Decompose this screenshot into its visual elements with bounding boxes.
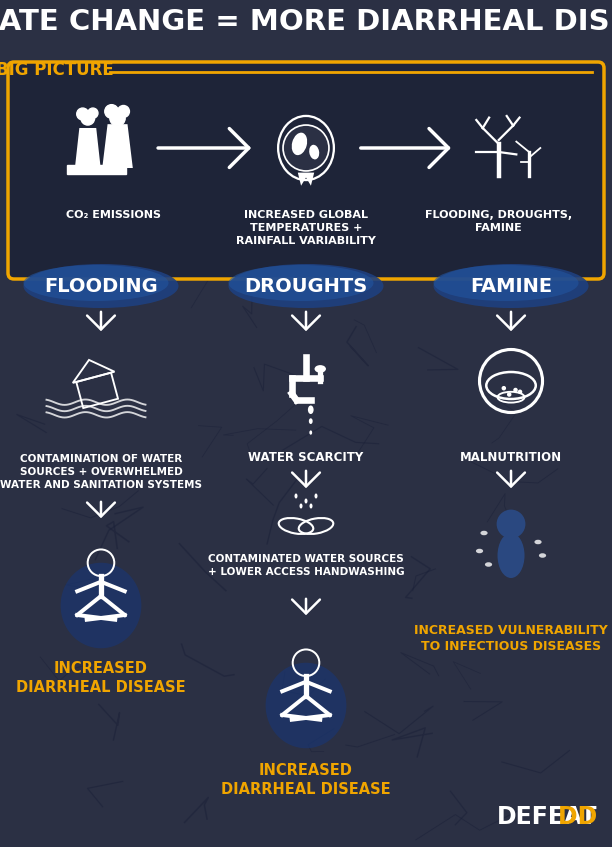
Text: CONTAMINATED WATER SOURCES
+ LOWER ACCESS HANDWASHING: CONTAMINATED WATER SOURCES + LOWER ACCES… [207,554,405,577]
Text: CLIMATE CHANGE = MORE DIARRHEAL DISEASE: CLIMATE CHANGE = MORE DIARRHEAL DISEASE [0,8,612,36]
Circle shape [81,112,95,125]
Ellipse shape [433,264,589,308]
Text: CONTAMINATION OF WATER
SOURCES + OVERWHELMED
WATER AND SANITATION SYSTEMS: CONTAMINATION OF WATER SOURCES + OVERWHE… [0,454,202,490]
Circle shape [518,390,522,394]
Ellipse shape [228,265,373,301]
Ellipse shape [315,494,318,499]
Ellipse shape [309,430,312,435]
Circle shape [513,388,518,392]
Ellipse shape [310,503,313,508]
Ellipse shape [61,562,141,648]
Ellipse shape [228,264,384,308]
Circle shape [283,125,329,171]
Ellipse shape [23,264,179,308]
Text: DROUGHTS: DROUGHTS [244,276,368,296]
Text: INCREASED
DIARRHEAL DISEASE: INCREASED DIARRHEAL DISEASE [16,661,186,695]
Ellipse shape [309,145,319,159]
Ellipse shape [309,418,313,424]
Text: INCREASED GLOBAL
TEMPERATURES +
RAINFALL VARIABILITY: INCREASED GLOBAL TEMPERATURES + RAINFALL… [236,210,376,246]
Ellipse shape [305,499,307,503]
Ellipse shape [485,562,492,567]
Polygon shape [298,173,314,185]
Ellipse shape [498,533,524,578]
Ellipse shape [292,133,307,155]
Circle shape [496,510,526,539]
Text: INCREASED
DIARRHEAL DISEASE: INCREASED DIARRHEAL DISEASE [221,763,391,796]
Text: FLOODING, DROUGHTS,
FAMINE: FLOODING, DROUGHTS, FAMINE [425,210,572,233]
Circle shape [88,108,98,119]
Ellipse shape [266,662,346,748]
Ellipse shape [23,265,168,301]
Ellipse shape [294,494,297,499]
Circle shape [105,105,118,119]
Text: CO₂ EMISSIONS: CO₂ EMISSIONS [65,210,161,220]
Ellipse shape [315,365,326,373]
Text: MALNUTRITION: MALNUTRITION [460,451,562,464]
Ellipse shape [433,265,578,301]
Text: FAMINE: FAMINE [470,276,552,296]
Bar [67,165,126,174]
Text: WATER SCARCITY: WATER SCARCITY [248,451,364,464]
Circle shape [110,111,125,126]
Circle shape [118,106,129,118]
Ellipse shape [476,549,483,553]
Ellipse shape [299,503,302,508]
Text: BIG PICTURE: BIG PICTURE [0,61,114,79]
FancyBboxPatch shape [8,62,604,279]
Circle shape [507,392,512,396]
Circle shape [502,386,506,390]
Text: FLOODING: FLOODING [44,276,158,296]
Text: INCREASED VULNERABILITY
TO INFECTIOUS DISEASES: INCREASED VULNERABILITY TO INFECTIOUS DI… [414,624,608,654]
Ellipse shape [480,531,488,535]
Text: DEFEAT: DEFEAT [496,805,597,829]
Polygon shape [76,129,100,167]
Polygon shape [103,125,132,167]
Text: DD: DD [492,805,597,829]
Ellipse shape [308,406,313,414]
Ellipse shape [534,540,542,545]
Circle shape [76,108,89,120]
Ellipse shape [539,553,546,558]
